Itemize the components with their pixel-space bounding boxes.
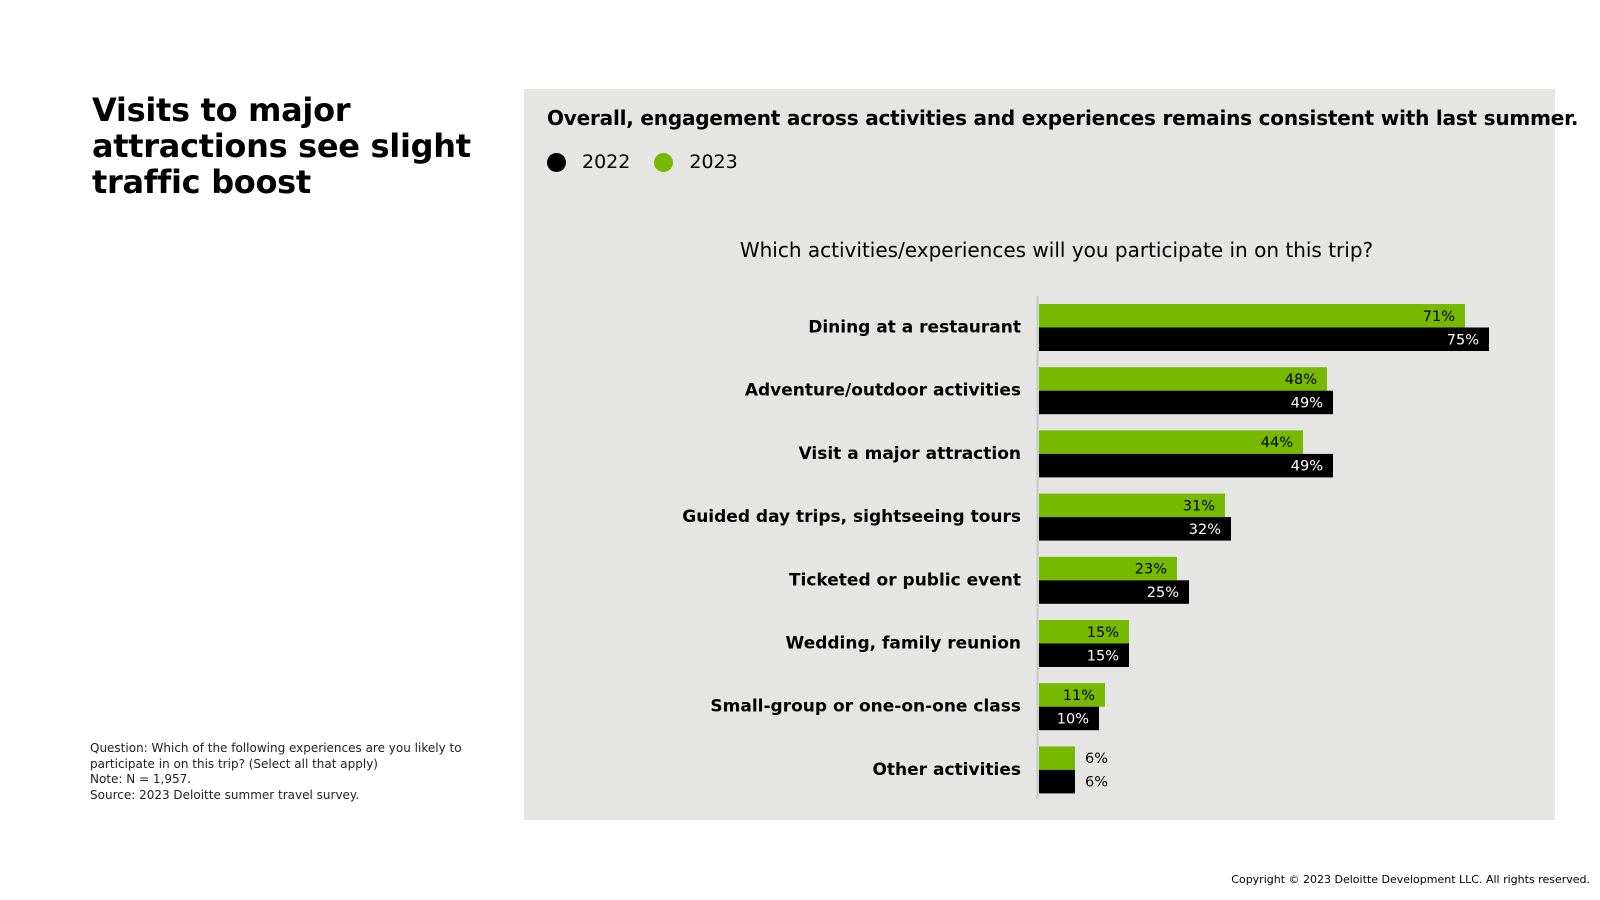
legend-label-2022: 2022 <box>582 151 631 173</box>
chart-legend: 2022 2023 <box>547 151 762 173</box>
data-label-2023: 15% <box>1087 625 1119 641</box>
data-label-2023: 71% <box>1423 309 1455 325</box>
bar-2022 <box>1039 643 1129 667</box>
chart-title: Which activities/experiences will you pa… <box>739 238 1374 262</box>
legend-label-2023: 2023 <box>689 151 738 173</box>
chart-headline: Overall, engagement across activities an… <box>547 106 1579 130</box>
legend-item-2023: 2023 <box>654 151 738 173</box>
bar-2023 <box>1039 746 1075 770</box>
bar-2023 <box>1039 683 1105 707</box>
bar-2023 <box>1039 304 1465 328</box>
data-label-2022: 10% <box>1057 711 1089 727</box>
bar-2022 <box>1039 580 1189 604</box>
category-label: Guided day trips, sightseeing tours <box>682 507 1021 527</box>
copyright-notice: Copyright © 2023 Deloitte Development LL… <box>1231 873 1590 886</box>
bar-2022 <box>1039 706 1099 731</box>
bar-2022 <box>1039 327 1489 351</box>
bar-2023 <box>1039 620 1129 644</box>
category-label: Small-group or one-on-one class <box>710 697 1021 717</box>
legend-marker-2022 <box>547 152 566 172</box>
data-label-2023: 23% <box>1135 562 1167 578</box>
legend-marker-2023 <box>654 152 674 172</box>
category-label: Adventure/outdoor activities <box>745 381 1021 401</box>
chart-panel: Overall, engagement across activities an… <box>524 89 1578 820</box>
slide-title: Visits to major attractions see slight t… <box>92 91 471 201</box>
category-label: Ticketed or public event <box>789 570 1021 590</box>
data-label-2022: 6% <box>1085 775 1108 791</box>
data-label-2023: 44% <box>1261 435 1293 451</box>
source-notes: Question: Which of the following experie… <box>90 741 470 803</box>
category-label: Wedding, family reunion <box>786 634 1021 654</box>
bar-2023 <box>1039 430 1303 454</box>
data-label-2022: 15% <box>1087 648 1119 664</box>
bar-2022 <box>1039 517 1231 541</box>
legend-item-2022: 2022 <box>547 151 630 173</box>
bar-2022 <box>1039 453 1333 478</box>
data-label-2023: 6% <box>1085 751 1108 767</box>
bar-chart: Dining at a restaurant 71% 75% Adventure/ou… <box>682 296 1489 800</box>
note-source: Source: 2023 Deloitte summer travel surv… <box>90 787 360 802</box>
bar-2023 <box>1039 493 1225 518</box>
category-label: Other activities <box>872 760 1021 780</box>
data-label-2023: 11% <box>1063 688 1095 704</box>
bar-2022 <box>1039 769 1075 794</box>
category-label: Visit a major attraction <box>799 444 1021 464</box>
data-label-2023: 48% <box>1285 372 1317 388</box>
data-label-2022: 32% <box>1189 522 1221 538</box>
bar-2023 <box>1039 556 1177 581</box>
data-label-2023: 31% <box>1183 498 1215 514</box>
note-sample-size: Note: N = 1,957. <box>90 772 192 786</box>
bar-2023 <box>1039 367 1327 391</box>
category-label: Dining at a restaurant <box>808 318 1021 338</box>
bar-2022 <box>1039 390 1333 415</box>
note-question: Question: Which of the following experie… <box>90 741 462 771</box>
data-label-2022: 75% <box>1447 332 1479 348</box>
data-label-2022: 25% <box>1147 585 1179 601</box>
data-label-2022: 49% <box>1291 395 1323 411</box>
data-label-2022: 49% <box>1291 459 1323 475</box>
